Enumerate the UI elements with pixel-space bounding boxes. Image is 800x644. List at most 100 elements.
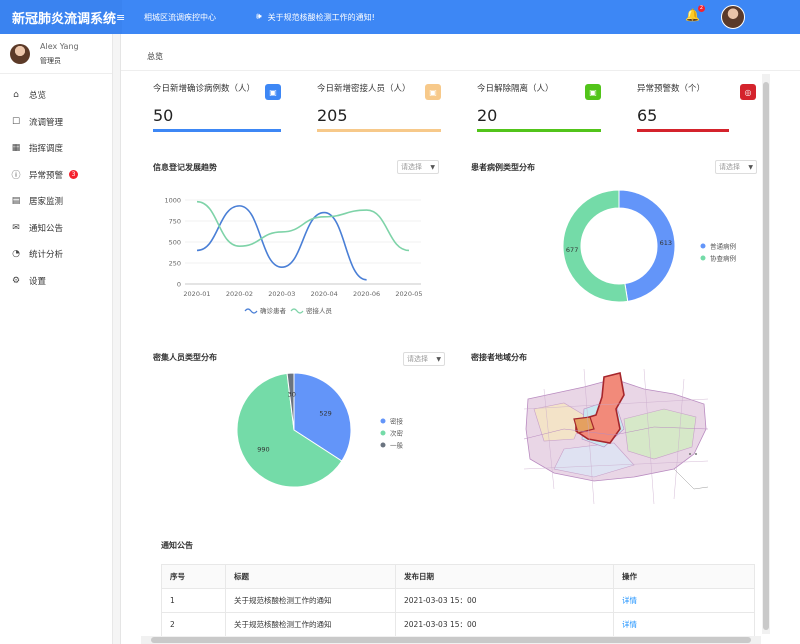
home-icon: ⌂ (13, 90, 19, 101)
detail-link[interactable]: 详情 (613, 588, 755, 613)
document-icon: ▣ (265, 84, 281, 100)
slice-1 (236, 372, 343, 488)
sidebar-nav: ⌂ 总览 ☐ 流调管理 ▦ 指挥调度 ⓘ 异常预警 3 ▤ 居家监测 ✉ 通知公告 ◔ 统计分析 ⚙ 设置 (0, 74, 112, 294)
sidebar-item-7[interactable]: ⚙ 设置 (0, 268, 112, 295)
menu-toggle-icon[interactable]: ≡ (116, 10, 126, 24)
bell-badge: 2 (698, 5, 705, 12)
sidebar-item-3[interactable]: ⓘ 异常预警 3 (0, 162, 112, 189)
notice-text: 关于规范核酸检测工作的通知! (267, 12, 375, 22)
legend-swatch (380, 430, 386, 436)
cell-date: 2021-03-03 15：00 (395, 588, 614, 613)
sidebar-item-label: 统计分析 (29, 250, 64, 261)
contact-select[interactable]: 请选择 ▼ (403, 352, 445, 366)
stat-bar (153, 129, 281, 132)
speaker-icon: 🕪 (256, 12, 262, 22)
stat-label: 今日新增密接人员（人） (317, 84, 411, 94)
column-header: 发布日期 (395, 564, 614, 589)
avatar[interactable] (721, 5, 745, 29)
sidebar-item-2[interactable]: ▦ 指挥调度 (0, 135, 112, 162)
stat-card-released: 今日解除隔离（人） 20 ▣ (477, 82, 601, 132)
table-row: 1 关于规范核酸检测工作的通知 2021-03-03 15：00 详情 (161, 588, 755, 613)
main-content: 总览 今日新增确诊病例数（人） 50 ▣ 今日新增密接人员（人） 205 ▣ 今… (121, 34, 800, 644)
trend-line-chart: 0 250 500 750 1000 2020-01 2020-02 2020-03 2020-… (164, 197, 422, 315)
trend-select[interactable]: 请选择 ▼ (397, 160, 439, 174)
divider (121, 70, 800, 71)
y-tick-label: 250 (169, 260, 181, 268)
stat-label: 今日新增确诊病例数（人） (153, 84, 256, 94)
x-tick-label: 2020-03 (268, 290, 295, 298)
patient-chart-title: 患者病例类型分布 (471, 163, 535, 172)
mail-icon: ✉ (12, 222, 20, 233)
breadcrumb: 总览 (147, 52, 163, 61)
sidebar-scrollbar[interactable] (113, 34, 121, 644)
alert-count-badge: 3 (69, 170, 79, 180)
sidebar-item-label: 总览 (29, 91, 47, 102)
notice-marquee[interactable]: 🕪 关于规范核酸检测工作的通知! (256, 12, 375, 23)
stat-card-new-contacts: 今日新增密接人员（人） 205 ▣ (317, 82, 441, 132)
column-header: 操作 (613, 564, 755, 589)
stat-card-new-cases: 今日新增确诊病例数（人） 50 ▣ (153, 82, 281, 132)
slice-2 (286, 372, 295, 431)
sidebar-item-5[interactable]: ✉ 通知公告 (0, 215, 112, 242)
user-name: Alex Yang (40, 41, 79, 51)
report-icon: ▤ (11, 196, 21, 207)
horizontal-scrollbar[interactable] (141, 636, 761, 644)
sidebar-item-0[interactable]: ⌂ 总览 (0, 82, 112, 109)
chevron-down-icon: ▼ (748, 163, 753, 171)
legend-swatch (700, 255, 706, 261)
vertical-scrollbar[interactable] (762, 74, 770, 634)
alert-icon: ◎ (740, 84, 756, 100)
layout-icon: ▦ (11, 143, 21, 154)
contact-region-map[interactable] (524, 369, 708, 504)
legend-label: 密接 (390, 417, 404, 426)
user-avatar (10, 43, 30, 64)
table-row: 2 关于规范核酸检测工作的通知 2021-03-03 15：00 详情 (161, 612, 755, 637)
stat-label: 异常预警数（个） (637, 84, 706, 94)
sidebar-item-label: 异常预警 (29, 170, 64, 181)
trend-chart-title: 信息登记发展趋势 (153, 163, 217, 172)
x-tick-label: 2020-02 (226, 290, 253, 298)
legend-label: 一般 (390, 441, 404, 450)
legend-swatch (380, 442, 386, 448)
cell-no: 1 (161, 588, 226, 613)
legend-swatch (290, 308, 304, 314)
slice-1 (562, 189, 629, 303)
gear-icon: ⚙ (11, 275, 21, 286)
sidebar-item-1[interactable]: ☐ 流调管理 (0, 109, 112, 136)
notification-bell[interactable]: 🔔 2 (685, 5, 705, 22)
notice-section-title: 通知公告 (161, 541, 193, 550)
stat-bar (317, 129, 441, 132)
sidebar-item-label: 流调管理 (29, 117, 64, 128)
legend-label: 协查病例 (710, 254, 736, 263)
scroll-thumb[interactable] (763, 82, 769, 630)
stat-bar (637, 129, 729, 132)
sidebar-item-6[interactable]: ◔ 统计分析 (0, 241, 112, 268)
cell-title: 关于规范核酸检测工作的通知 (225, 612, 396, 637)
contact-chart-title: 密集人员类型分布 (153, 353, 217, 362)
chevron-down-icon: ▼ (436, 355, 441, 363)
series-line-0 (196, 205, 367, 281)
detail-link[interactable]: 详情 (613, 612, 755, 637)
select-placeholder: 请选择 (719, 163, 740, 171)
column-header: 序号 (161, 564, 226, 589)
sidebar-item-4[interactable]: ▤ 居家监测 (0, 188, 112, 215)
cell-no: 2 (161, 612, 226, 637)
column-header: 标题 (225, 564, 396, 589)
legend-label: 密接人员 (306, 306, 333, 314)
legend-label: 次密 (390, 429, 404, 438)
y-tick-label: 750 (169, 218, 181, 226)
legend-swatch (700, 243, 706, 249)
stat-value: 20 (477, 106, 498, 125)
top-bar: 新冠肺炎流调系统 ≡ 相城区流调疾控中心 🕪 关于规范核酸检测工作的通知! 🔔 2 (0, 0, 800, 34)
cell-date: 2021-03-03 15：00 (395, 612, 614, 637)
slice-value-label: 30 (288, 391, 296, 399)
y-tick-label: 0 (177, 281, 181, 289)
scroll-thumb[interactable] (151, 637, 751, 643)
stat-card-alerts: 异常预警数（个） 65 ◎ (637, 82, 757, 132)
table-header-row: 序号 标题 发布日期 操作 (161, 564, 755, 589)
cell-title: 关于规范核酸检测工作的通知 (225, 588, 396, 613)
patient-select[interactable]: 请选择 ▼ (715, 160, 757, 174)
center-name: 相城区流调疾控中心 (144, 12, 216, 22)
alert-icon: ⓘ (11, 171, 21, 182)
